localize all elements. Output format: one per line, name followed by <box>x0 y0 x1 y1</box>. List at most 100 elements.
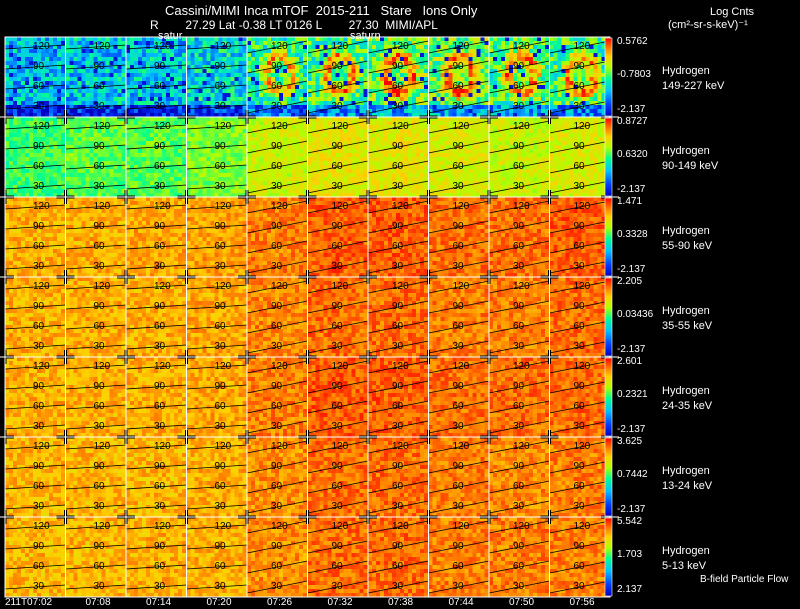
heatmap-cell <box>509 53 513 57</box>
heatmap-cell <box>312 145 316 149</box>
heatmap-cell <box>195 41 199 45</box>
heatmap-cell <box>231 169 235 173</box>
heatmap-cell <box>497 93 501 97</box>
heatmap-cell <box>130 37 134 41</box>
heatmap-cell <box>308 173 312 177</box>
heatmap-cell <box>5 93 9 97</box>
heatmap-cell <box>550 37 554 41</box>
heatmap-cell <box>372 125 376 129</box>
contour-label: 30 <box>33 101 45 112</box>
heatmap-cell <box>348 69 352 73</box>
heatmap-cell <box>312 133 316 137</box>
heatmap-cell <box>114 157 118 161</box>
heatmap-cell <box>66 129 70 133</box>
heatmap-cell <box>21 153 25 157</box>
heatmap-cell <box>130 89 134 93</box>
heatmap-cell <box>384 117 388 121</box>
heatmap-cell <box>489 73 493 77</box>
heatmap-cell <box>122 57 126 61</box>
heatmap-cell <box>191 97 195 101</box>
heatmap-cell <box>550 45 554 49</box>
heatmap-cell <box>312 185 316 189</box>
heatmap-cell <box>380 53 384 57</box>
heatmap-cell <box>525 93 529 97</box>
heatmap-cell <box>550 53 554 57</box>
heatmap-cell <box>162 53 166 57</box>
heatmap-cell <box>545 57 549 61</box>
heatmap-cell <box>420 105 424 109</box>
heatmap-cell <box>287 173 291 177</box>
heatmap-cell <box>320 173 324 177</box>
heatmap-cell <box>66 89 70 93</box>
heatmap-cell <box>356 105 360 109</box>
heatmap-cell <box>122 37 126 41</box>
heatmap-cell <box>513 53 517 57</box>
heatmap-cell <box>441 77 445 81</box>
heatmap-cell <box>162 173 166 177</box>
heatmap-cell <box>437 61 441 65</box>
heatmap-cell <box>25 149 29 153</box>
heatmap-cell <box>445 53 449 57</box>
heatmap-cell <box>82 65 86 69</box>
heatmap-cell <box>191 61 195 65</box>
heatmap-cell <box>517 53 521 57</box>
heatmap-cell <box>142 165 146 169</box>
heatmap-cell <box>283 61 287 65</box>
heatmap-cell <box>57 169 61 173</box>
heatmap-cell <box>182 177 186 181</box>
heatmap-cell <box>5 81 9 85</box>
heatmap-cell <box>53 57 57 61</box>
heatmap-cell <box>364 125 368 129</box>
heatmap-cell <box>320 97 324 101</box>
heatmap-cell <box>352 69 356 73</box>
heatmap-cell <box>166 77 170 81</box>
heatmap-cell <box>275 133 279 137</box>
heatmap-cell <box>5 153 9 157</box>
heatmap-cell <box>82 189 86 193</box>
heatmap-cell <box>308 133 312 137</box>
heatmap-cell <box>203 137 207 141</box>
heatmap-cell <box>586 109 590 113</box>
heatmap-cell <box>291 149 295 153</box>
heatmap-cell <box>191 129 195 133</box>
heatmap-cell <box>251 133 255 137</box>
heatmap-cell <box>316 101 320 105</box>
contour-label: 120 <box>94 41 111 52</box>
heatmap-cell <box>158 173 162 177</box>
heatmap-cell <box>566 65 570 69</box>
heatmap-cell <box>21 65 25 69</box>
heatmap-cell <box>437 85 441 89</box>
heatmap-cell <box>21 57 25 61</box>
contour-label: 60 <box>453 81 465 92</box>
heatmap-cell <box>9 133 13 137</box>
heatmap-cell <box>130 73 134 77</box>
heatmap-cell <box>134 157 138 161</box>
heatmap-cell <box>566 41 570 45</box>
heatmap-cell <box>424 57 428 61</box>
heatmap-cell <box>368 97 372 101</box>
heatmap-cell <box>416 45 420 49</box>
heatmap-cell <box>251 161 255 165</box>
heatmap-cell <box>320 185 324 189</box>
heatmap-cell <box>247 101 251 105</box>
heatmap-cell <box>489 105 493 109</box>
heatmap-cell <box>82 105 86 109</box>
heatmap-cell <box>9 81 13 85</box>
heatmap-cell <box>146 93 150 97</box>
heatmap-cell <box>279 93 283 97</box>
heatmap-cell <box>191 109 195 113</box>
heatmap-cell <box>247 161 251 165</box>
heatmap-cell <box>303 73 307 77</box>
heatmap-cell <box>138 157 142 161</box>
heatmap-cell <box>207 81 211 85</box>
heatmap-cell <box>493 105 497 109</box>
heatmap-cell <box>13 141 17 145</box>
heatmap-cell <box>223 133 227 137</box>
heatmap-cell <box>320 73 324 77</box>
contour-label: 90 <box>574 61 586 72</box>
heatmap-cell <box>114 129 118 133</box>
heatmap-cell <box>255 105 259 109</box>
heatmap-cell <box>94 53 98 57</box>
heatmap-cell <box>594 77 598 81</box>
heatmap-cell <box>360 89 364 93</box>
